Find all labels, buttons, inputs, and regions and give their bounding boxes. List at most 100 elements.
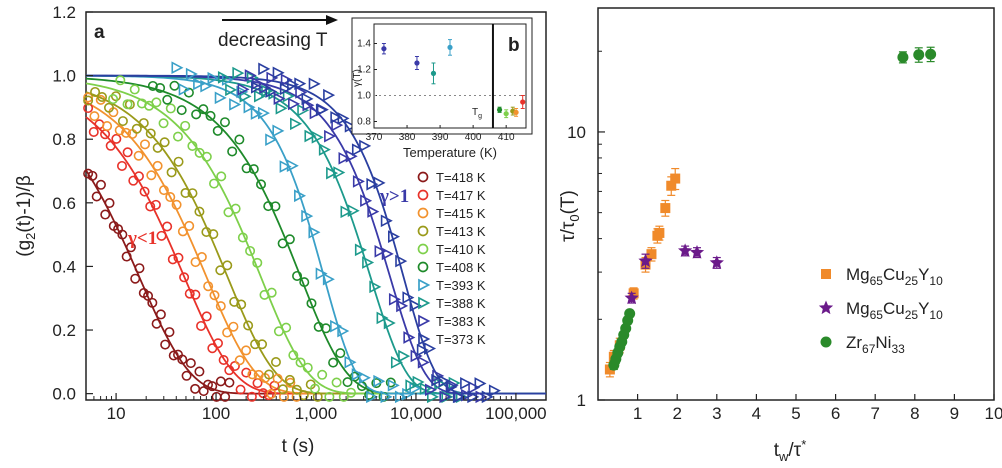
panel-a: 10 100 1,000 10,000 100,000 0.0 0.2 0.4 0.6 0.8 1.… — [14, 3, 547, 457]
data-point — [212, 338, 223, 349]
data-point — [139, 139, 150, 150]
decreasing-t-arrowhead — [326, 15, 338, 25]
panel-b-tg-label: Tg — [472, 107, 482, 120]
data-point — [344, 119, 357, 133]
data-point — [272, 66, 285, 80]
data-point — [387, 378, 400, 392]
data-point — [232, 66, 245, 80]
data-point — [165, 103, 176, 114]
panel-a-y-axis-label-b: (t)-1)/β — [14, 175, 35, 232]
data-point — [146, 170, 157, 181]
data-point — [190, 383, 201, 394]
data-point — [158, 185, 169, 196]
data-point — [460, 376, 473, 390]
data-point — [138, 118, 149, 129]
data-point — [115, 75, 126, 86]
data-point — [272, 373, 283, 384]
data-point — [366, 390, 379, 404]
legend-text-part: 67 — [862, 342, 876, 356]
data-point — [245, 245, 256, 256]
data-point — [337, 112, 350, 125]
data-point — [97, 91, 108, 102]
data-point — [241, 367, 252, 378]
data-point — [228, 321, 239, 332]
legend-marker-6 — [418, 278, 431, 292]
data-point — [279, 82, 292, 96]
panel-a-x-tick-label: 10 — [107, 404, 126, 423]
data-point — [207, 381, 218, 392]
circle-marker — [897, 51, 909, 63]
data-point — [156, 230, 167, 241]
data-point — [176, 105, 187, 116]
data-point — [134, 263, 145, 274]
data-point — [257, 106, 271, 120]
legend-label-2: T=415 K — [436, 206, 486, 221]
panel-a-y-tick-label: 0.8 — [52, 130, 76, 149]
data-point — [306, 298, 317, 309]
panel-c-y-axis-label: τ/τ0(T) — [558, 190, 582, 242]
data-point — [222, 327, 233, 338]
data-point — [209, 178, 220, 189]
data-point — [191, 109, 202, 120]
legend-label-3: T=413 K — [436, 224, 486, 239]
data-point — [180, 187, 191, 198]
data-point — [258, 62, 271, 76]
data-point — [198, 104, 209, 115]
panel-a-x-tick-label: 100 — [202, 404, 230, 423]
legend-label-4: T=410 K — [436, 242, 486, 257]
panel-a-x-tick-label: 10,000 — [390, 404, 442, 423]
legend-text-part: Ni — [875, 333, 891, 352]
data-point — [247, 369, 258, 380]
legend-label-1: T=417 K — [436, 188, 486, 203]
data-point — [234, 134, 245, 145]
data-point — [234, 355, 245, 366]
data-point — [398, 349, 411, 363]
panel-a-y-tick-label: 0.6 — [52, 194, 76, 213]
data-point — [298, 390, 309, 401]
data-point — [409, 299, 422, 312]
data-point — [366, 177, 379, 191]
data-point — [474, 377, 487, 390]
data-point — [308, 77, 321, 91]
legend-marker-4 — [417, 243, 429, 255]
data-point — [193, 77, 206, 91]
data-point — [224, 377, 235, 388]
legend-marker-5 — [417, 261, 429, 273]
data-point — [147, 297, 158, 308]
data-point — [344, 355, 357, 369]
legend-marker-8 — [418, 314, 431, 328]
data-point — [244, 69, 257, 82]
data-point — [317, 369, 328, 380]
panel-c-x-tick-label: 6 — [831, 404, 840, 423]
data-point — [117, 116, 128, 127]
decreasing-t-label: decreasing T — [218, 30, 328, 51]
data-point — [299, 277, 310, 288]
data-point — [110, 91, 121, 102]
gamma-greater-label: γ>1 — [379, 186, 409, 207]
data-point — [425, 383, 438, 397]
data-point — [108, 94, 119, 105]
panel-b-point — [414, 60, 420, 66]
data-point — [90, 86, 101, 97]
data-point — [200, 79, 213, 93]
data-point — [87, 170, 98, 181]
panel-a-letter: a — [94, 22, 105, 43]
data-point — [405, 379, 418, 392]
panel-a-y-tick-label: 0.0 — [52, 385, 76, 404]
data-point — [280, 73, 293, 87]
data-point — [287, 78, 300, 91]
data-point — [322, 272, 335, 286]
data-point — [286, 159, 299, 173]
data-point — [229, 360, 240, 371]
data-point — [145, 128, 156, 139]
panel-c-x-label-sup: * — [801, 437, 806, 452]
data-point — [359, 139, 372, 153]
data-point — [309, 106, 322, 120]
data-point — [227, 146, 238, 157]
data-point — [337, 324, 350, 338]
data-point — [381, 247, 394, 261]
data-point — [229, 98, 242, 111]
data-point — [288, 97, 301, 111]
panel-c-x-tick-label: 9 — [950, 404, 959, 423]
panel-b-x-tick-label: 410 — [498, 132, 515, 143]
